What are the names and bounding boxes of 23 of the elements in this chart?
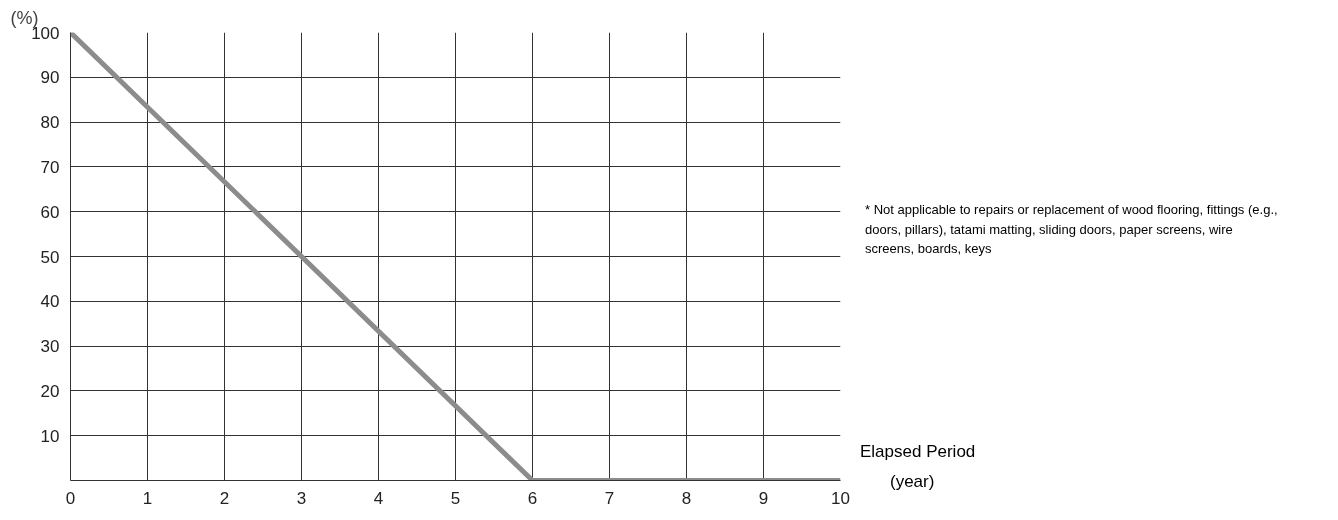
x-tick-label: 1 bbox=[142, 488, 153, 508]
y-tick-label: 30 bbox=[40, 337, 60, 357]
y-tick-label: 60 bbox=[40, 202, 60, 222]
x-tick-label: 9 bbox=[758, 488, 769, 508]
y-tick-label: 40 bbox=[40, 292, 60, 312]
text: * Not applicable to repairs or replacement of wood flooring, fittings (e.g., doors, pillars), tatami matting, sliding doors, paper screens, wire screens, boards, keys bbox=[865, 201, 1279, 258]
y-tick-label: 20 bbox=[40, 381, 60, 401]
y-tick-label: 80 bbox=[40, 113, 60, 133]
y-tick-label: 50 bbox=[40, 247, 60, 267]
x-tick-label: 3 bbox=[296, 488, 307, 508]
text: (year) bbox=[890, 471, 935, 493]
y-tick-label: 10 bbox=[40, 426, 60, 446]
x-axis-title: Elapsed Period bbox=[860, 441, 976, 463]
x-tick-label: 8 bbox=[681, 488, 692, 508]
x-tick-label: 6 bbox=[527, 488, 538, 508]
x-tick-label: 2 bbox=[219, 488, 230, 508]
x-tick-label: 5 bbox=[450, 488, 461, 508]
y-tick-label: 90 bbox=[40, 68, 60, 88]
x-tick-label: 10 bbox=[831, 488, 850, 508]
x-tick-label: 4 bbox=[373, 488, 384, 508]
y-tick-label: 70 bbox=[40, 157, 60, 177]
x-tick-label: 0 bbox=[65, 488, 76, 508]
x-tick-label: 7 bbox=[604, 488, 615, 508]
